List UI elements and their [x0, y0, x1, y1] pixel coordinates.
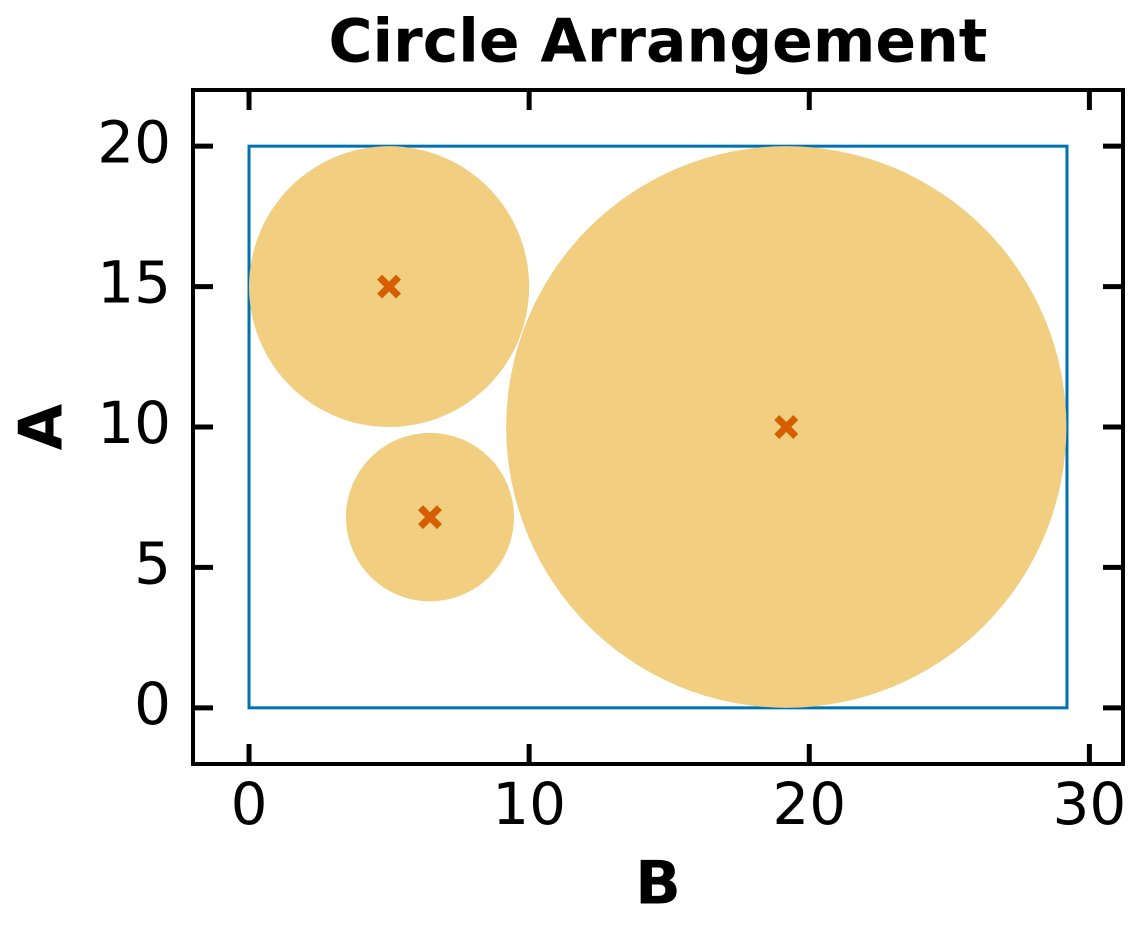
- center-marker: [774, 415, 799, 439]
- chart-title: Circle Arrangement: [329, 7, 988, 77]
- y-axis-label: A: [7, 403, 77, 450]
- center-marker: [377, 274, 402, 299]
- x-tick-label: 20: [772, 770, 846, 838]
- x-axis-label: B: [635, 849, 681, 919]
- boundary: [247, 144, 1069, 710]
- y-tick-label: 15: [97, 249, 171, 317]
- x-tick-label: 10: [492, 770, 566, 838]
- y-tick-label: 20: [97, 108, 171, 176]
- x-tick-label: 30: [1052, 770, 1126, 838]
- center-marker: [418, 505, 442, 530]
- y-tick-label: 0: [134, 670, 171, 738]
- x-tick-label: 0: [231, 770, 268, 838]
- y-tick-label: 5: [134, 530, 171, 598]
- y-tick-label: 10: [97, 389, 171, 457]
